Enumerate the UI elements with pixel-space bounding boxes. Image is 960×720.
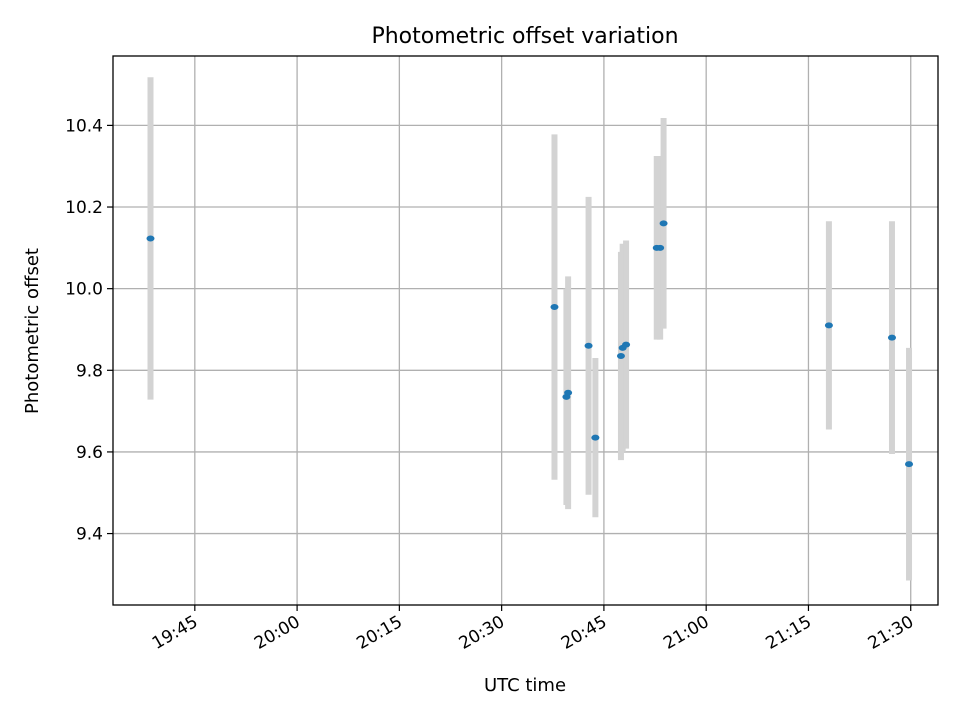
data-point: [146, 235, 155, 242]
y-tick-label: 10.4: [65, 116, 103, 136]
data-point: [905, 461, 914, 468]
plot-frame: [112, 55, 939, 606]
data-point: [656, 244, 665, 251]
data-point: [887, 334, 896, 341]
chart-title: Photometric offset variation: [371, 24, 678, 49]
data-point: [659, 220, 668, 227]
data-points: [146, 220, 914, 468]
x-axis-label: UTC time: [484, 675, 566, 696]
data-point: [564, 389, 573, 396]
y-axis-label: Photometric offset: [22, 248, 43, 414]
y-tick-label: 9.8: [76, 361, 103, 381]
data-point: [616, 353, 625, 360]
y-tick-label: 10.2: [65, 198, 103, 218]
data-point: [584, 342, 593, 349]
data-point: [622, 341, 631, 348]
data-point: [591, 434, 600, 441]
y-tick-label: 10.0: [65, 280, 103, 300]
y-tick-label: 9.6: [76, 443, 103, 463]
data-point: [550, 304, 559, 311]
data-point: [824, 322, 833, 329]
y-tick-label: 9.4: [76, 525, 103, 545]
